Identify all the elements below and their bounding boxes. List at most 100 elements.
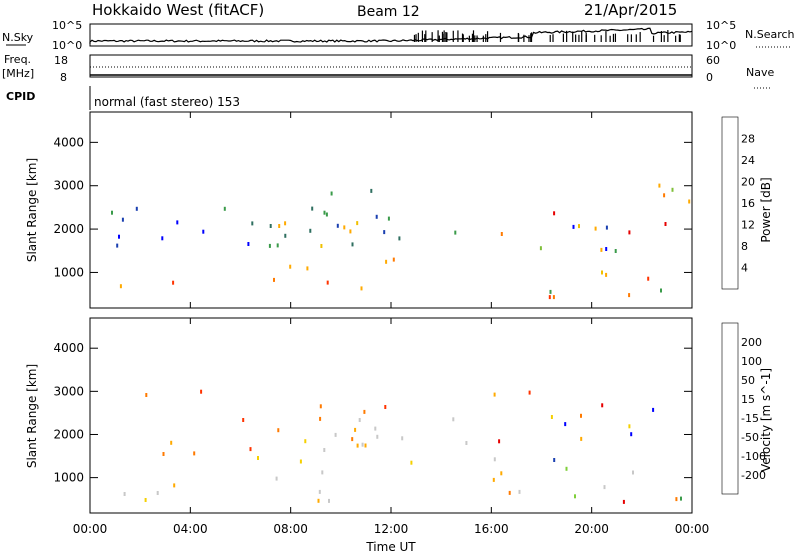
heatmap-cell [202,229,205,234]
power-colorbar-label: Power [dB] [759,177,773,242]
x-tick-label: 00:00 [675,522,710,536]
y-tick-label: 2000 [53,427,84,441]
heatmap-cell [500,232,503,236]
heatmap-cell [370,188,373,193]
heatmap-cell [145,393,148,397]
colorbar-tick-label: -100 [741,450,766,463]
heatmap-cell [548,295,551,300]
freq-tick-bottom: 8 [60,71,67,84]
power-y-axis: 1000 2000 3000 4000 [53,135,692,279]
nsearch-label: N.Search [745,28,795,41]
colorbar-tick-label: 4 [741,262,748,275]
heatmap-cell [398,236,401,241]
heatmap-cell [119,284,122,289]
heatmap-cell [289,264,292,269]
colorbar-frame [721,322,739,495]
heatmap-cell [328,498,330,503]
heatmap-cell [242,418,245,422]
velocity-heatmap [123,389,682,504]
station-title: Hokkaido West (fitACF) [92,1,264,19]
nave-tick-bottom: 0 [706,71,713,84]
heatmap-cell [658,183,661,188]
heatmap-cell [374,426,377,431]
heatmap-cell [594,226,597,231]
heatmap-cell [304,439,307,444]
heatmap-cell [614,249,617,253]
nsky-label: N.Sky [2,31,34,44]
heatmap-cell [671,187,674,192]
power-ylabel: Slant Range [km] [25,158,39,262]
heatmap-cell [172,280,175,285]
heatmap-cell [605,247,608,251]
heatmap-cell [552,295,555,300]
heatmap-cell [688,199,691,204]
heatmap-cell [500,471,503,476]
colorbar-tick-label: 24 [741,154,755,167]
heatmap-cell [578,224,580,229]
heatmap-cell [343,225,346,230]
heatmap-cell [528,390,531,395]
heatmap-cell [356,443,359,448]
velocity-colorbar-label: Velocity [m s^-1] [759,368,773,472]
y-tick-label: 3000 [53,384,84,398]
heatmap-cell [336,223,339,228]
heatmap-cell [284,233,287,238]
heatmap-cell [384,405,387,409]
colorbar-frame [721,116,739,290]
date-label: 21/Apr/2015 [584,1,677,19]
heatmap-cell [268,243,271,248]
heatmap-cell [632,470,634,475]
heatmap-cell [170,440,173,445]
x-tick-label: 20:00 [574,522,609,536]
heatmap-cell [161,236,164,241]
colorbar-tick-label: -15 [741,412,759,425]
heatmap-cell [600,247,603,252]
heatmap-cell [319,416,322,421]
velocity-y-axis: 1000 2000 3000 4000 [53,341,692,485]
heatmap-cell [320,244,323,248]
heatmap-cell [539,246,542,251]
heatmap-cell [401,436,404,441]
heatmap-cell [663,193,666,198]
heatmap-cell [311,206,314,211]
heatmap-cell [498,439,501,444]
heatmap-cell [358,418,361,422]
nave-tick-top: 60 [706,54,720,67]
freq-panel-frame [89,54,693,78]
colorbar-tick-label: -50 [741,431,759,444]
nsky-trace [89,27,693,44]
velocity-panel-frame [89,317,693,514]
heatmap-cell [318,489,321,494]
colorbar-tick-label: 8 [741,240,748,253]
heatmap-cell [162,452,165,456]
heatmap-cell [601,403,604,408]
heatmap-cell [361,442,364,447]
x-tick-label: 12:00 [374,522,409,536]
power-colorbar: 4 8 12 16 20 24 28 [721,116,755,290]
heatmap-cell [572,224,575,229]
power-panel-frame [89,111,693,309]
heatmap-cell [176,220,179,225]
freq-label-top: Freq. [4,53,31,66]
heatmap-cell [349,229,352,234]
heatmap-cell [249,447,252,452]
colorbar-tick-label: 50 [741,374,755,387]
heatmap-cell [251,221,254,226]
heatmap-cell [493,457,496,462]
heatmap-cell [601,270,603,275]
heatmap-cell [376,434,379,439]
colorbar-tick-label: 28 [741,133,755,146]
heatmap-cell [605,225,608,230]
heatmap-cell [173,483,176,488]
nsearch-tick-top: 10^5 [706,19,736,32]
power-heatmap [111,183,691,300]
heatmap-cell [465,441,468,445]
y-tick-label: 1000 [53,471,84,485]
colorbar-tick-label: 16 [741,197,755,210]
heatmap-cell [121,217,124,222]
heatmap-cell [580,413,582,418]
heatmap-cell [118,234,120,239]
heatmap-cell [247,242,250,246]
nsearch-tick-bottom: 10^0 [706,39,736,52]
heatmap-cell [664,222,667,226]
